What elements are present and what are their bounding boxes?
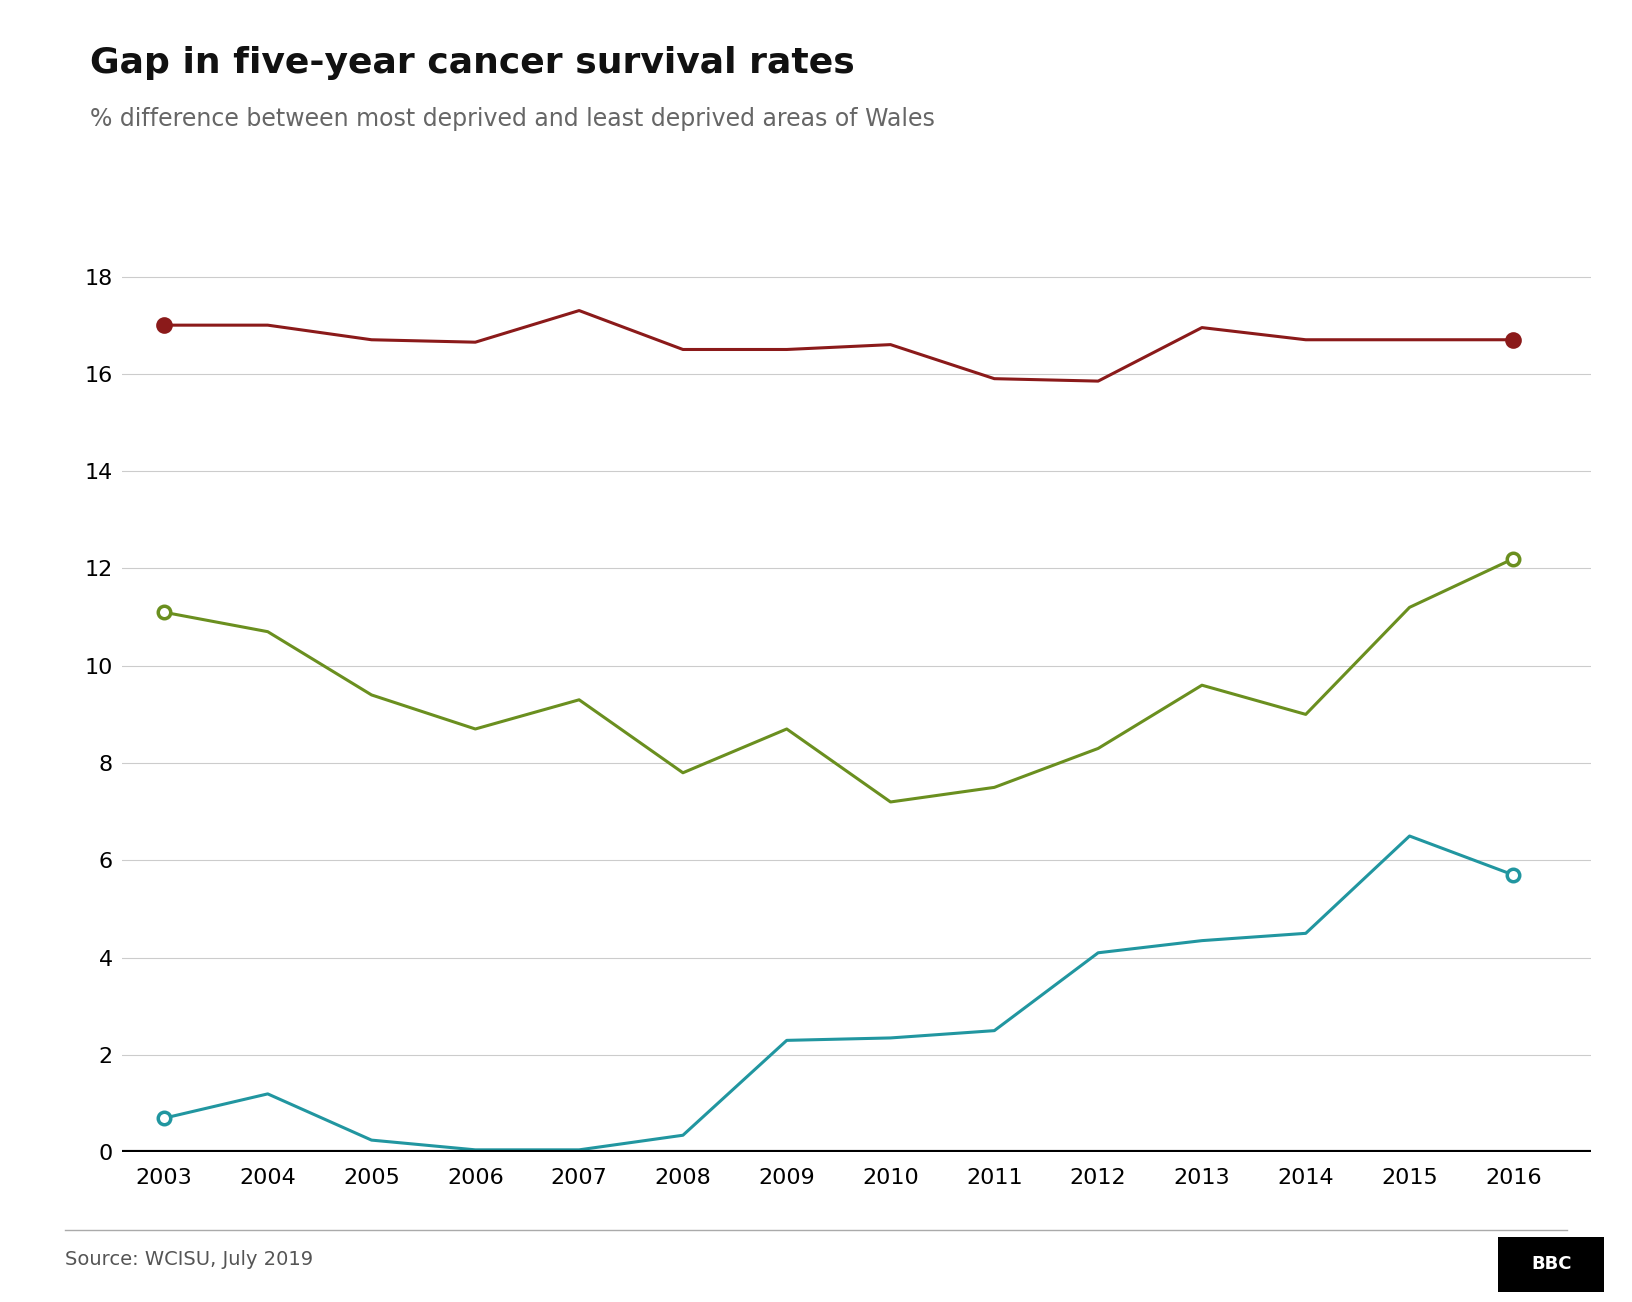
- Text: BBC: BBC: [1531, 1255, 1572, 1273]
- Text: % difference between most deprived and least deprived areas of Wales: % difference between most deprived and l…: [90, 107, 935, 130]
- Text: Gap in five-year cancer survival rates: Gap in five-year cancer survival rates: [90, 46, 855, 79]
- Text: Source: WCISU, July 2019: Source: WCISU, July 2019: [65, 1250, 313, 1269]
